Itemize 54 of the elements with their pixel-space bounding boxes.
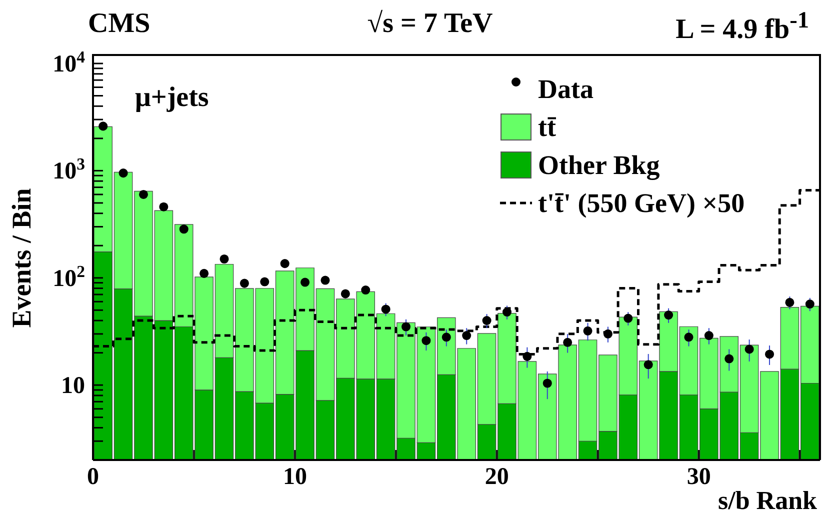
- point: [138, 190, 148, 199]
- point: [260, 277, 270, 286]
- y-tick-label: 10$^{2}$: [52, 261, 85, 292]
- point: [381, 304, 390, 314]
- x-tick-label: 0: [87, 464, 99, 490]
- point: [684, 332, 694, 342]
- point: [220, 254, 229, 264]
- point: [340, 289, 350, 298]
- text: L = 4.9 fb$^{-1}$: [676, 8, 809, 46]
- point: [542, 378, 552, 388]
- point: [785, 298, 794, 307]
- legend-label: Data: [538, 74, 594, 104]
- point: [98, 122, 108, 131]
- point: [462, 331, 472, 340]
- point: [724, 354, 734, 364]
- point: [442, 332, 451, 342]
- point: [482, 316, 492, 326]
- point: [240, 278, 249, 288]
- point: [402, 322, 411, 332]
- legend-label: Other Bkg: [538, 150, 660, 180]
- point: [502, 308, 512, 317]
- point: [179, 224, 188, 234]
- point: [563, 338, 572, 347]
- point: [644, 360, 653, 370]
- point: [118, 168, 128, 178]
- text: √s = 7 TeV: [367, 8, 493, 39]
- point: [300, 278, 310, 287]
- annotation: μ+jets: [135, 82, 209, 113]
- legend-label: tt̄: [538, 112, 556, 142]
- point: [583, 326, 592, 336]
- y-axis-title: Events / Bin: [6, 188, 36, 328]
- point: [200, 268, 209, 278]
- point: [361, 286, 370, 295]
- point: [805, 300, 814, 309]
- point: [320, 276, 330, 285]
- x-tick-label: 10: [282, 464, 307, 490]
- y-tick-label: 10$^{4}$: [52, 46, 86, 78]
- y-tick-label: 10: [61, 373, 85, 400]
- point: [422, 336, 431, 346]
- point: [704, 331, 714, 340]
- x-axis-title: s/b Rank: [718, 486, 817, 515]
- point: [522, 352, 532, 361]
- point: [159, 202, 168, 212]
- point: [664, 310, 674, 320]
- point: [765, 350, 774, 359]
- point: [603, 329, 612, 338]
- legend-label: t't̄' (550 GeV) ×50: [538, 188, 745, 218]
- point: [624, 314, 633, 323]
- point: [280, 259, 290, 268]
- y-tick-label: 10$^{3}$: [52, 154, 85, 185]
- point: [744, 344, 754, 354]
- x-tick-label: 20: [484, 464, 509, 490]
- x-tick-label: 30: [686, 464, 711, 490]
- chart-title: CMS: [88, 8, 150, 39]
